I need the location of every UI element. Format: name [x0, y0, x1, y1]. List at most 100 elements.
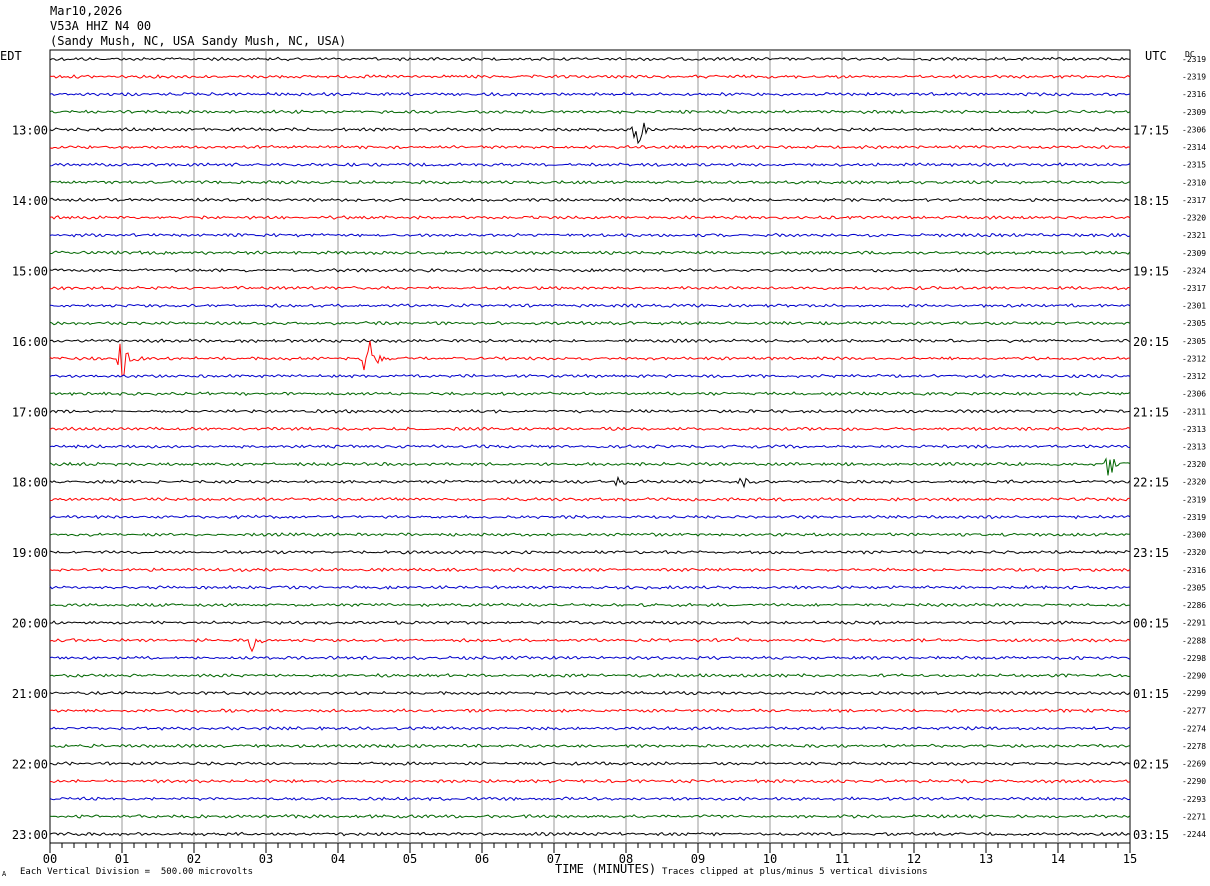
dc-value-label: -2313	[1182, 443, 1206, 452]
dc-value-label: -2291	[1182, 619, 1206, 628]
x-tick-label: 05	[403, 852, 417, 866]
dc-value-label: -2320	[1182, 548, 1206, 557]
dc-value-label: -2309	[1182, 249, 1206, 258]
trace-line	[49, 549, 1131, 555]
utc-time-label: 17:15	[1133, 123, 1169, 137]
x-tick-label: 01	[115, 852, 129, 866]
trace-line	[50, 250, 1131, 256]
edt-time-label: 22:00	[12, 758, 48, 772]
edt-label: EDT	[0, 49, 22, 63]
trace-line	[49, 497, 1130, 502]
dc-value-label: -2271	[1182, 812, 1206, 821]
trace-line	[49, 179, 1131, 185]
utc-time-label: 00:15	[1133, 617, 1169, 631]
trace-line	[49, 215, 1131, 220]
seismic-traces	[49, 56, 1131, 837]
trace-line	[49, 743, 1131, 749]
dc-value-label: -2309	[1182, 108, 1206, 117]
x-tick-label: 00	[43, 852, 57, 866]
dc-value-label: -2320	[1182, 214, 1206, 223]
dc-value-label: -2305	[1182, 337, 1206, 346]
trace-line	[49, 122, 1131, 145]
dc-value-label: -2305	[1182, 319, 1206, 328]
trace-line	[49, 426, 1131, 432]
dc-value-label: -2324	[1182, 266, 1206, 275]
dc-value-label: -2300	[1182, 531, 1206, 540]
trace-line	[49, 285, 1131, 291]
trace-line	[49, 391, 1131, 397]
dc-value-label: -2286	[1182, 601, 1206, 610]
dc-value-label: -2278	[1182, 742, 1206, 751]
edt-time-label: 16:00	[12, 335, 48, 349]
dc-value-label: -2314	[1182, 143, 1206, 152]
trace-line	[49, 475, 1131, 489]
time-labels: 00 01 02 03 04 05 06 07 08 09 10 11 12 13 14 15 -2319 -23…	[12, 55, 1206, 866]
dc-value-label: -2316	[1182, 90, 1206, 99]
x-tick-label: 09	[691, 852, 705, 866]
dc-value-label: -2321	[1182, 231, 1206, 240]
x-tick-label: 10	[763, 852, 777, 866]
dc-value-label: -2301	[1182, 302, 1206, 311]
x-tick-label: 14	[1051, 852, 1065, 866]
minute-grid	[49, 50, 1131, 853]
utc-time-label: 19:15	[1133, 264, 1169, 278]
clip-note: Traces clipped at plus/minus 5 vertical …	[662, 867, 928, 877]
dc-value-label: -2311	[1182, 407, 1206, 416]
dc-value-label: -2244	[1182, 830, 1206, 839]
dc-value-label: -2305	[1182, 583, 1206, 592]
x-tick-label: 02	[187, 852, 201, 866]
trace-line	[49, 144, 1131, 150]
utc-time-label: 18:15	[1133, 194, 1169, 208]
dc-value-label: -2312	[1182, 372, 1206, 381]
x-tick-label: 03	[259, 852, 273, 866]
utc-time-label: 20:15	[1133, 335, 1169, 349]
trace-line	[49, 584, 1131, 590]
trace-line	[49, 444, 1131, 449]
dc-value-label: -2312	[1182, 354, 1206, 363]
trace-line	[49, 457, 1131, 476]
station-location: (Sandy Mush, NC, USA Sandy Mush, NC, USA…	[50, 34, 347, 48]
trace-line	[49, 91, 1131, 97]
dc-value-label: -2319	[1182, 73, 1206, 82]
edt-time-label: 13:00	[12, 123, 48, 137]
dc-value-label: -2317	[1182, 284, 1206, 293]
trace-line	[49, 109, 1131, 115]
dc-value-label: -2313	[1182, 425, 1206, 434]
dc-value-label: -2319	[1182, 513, 1206, 522]
dc-value-label: -2290	[1182, 671, 1206, 680]
dc-value-label: -2319	[1182, 495, 1206, 504]
dc-value-label: -2319	[1182, 55, 1206, 64]
dc-value-label: -2316	[1182, 566, 1206, 575]
edt-time-label: 20:00	[12, 617, 48, 631]
trace-line	[49, 408, 1131, 414]
edt-time-label: 15:00	[12, 264, 48, 278]
edt-time-label: 14:00	[12, 194, 48, 208]
trace-line	[49, 778, 1131, 784]
trace-line	[49, 320, 1131, 326]
dc-label: DC	[1185, 50, 1195, 59]
trace-line	[49, 56, 1131, 62]
trace-line	[49, 831, 1131, 837]
station-id: V53A HHZ N4 00	[50, 19, 152, 33]
utc-time-label: 03:15	[1133, 828, 1169, 842]
dc-value-label: -2299	[1182, 689, 1206, 698]
corner-mark: A	[2, 870, 7, 878]
dc-value-label: -2306	[1182, 390, 1206, 399]
trace-line	[49, 673, 1131, 678]
edt-time-label: 17:00	[12, 405, 48, 419]
dc-value-label: -2315	[1182, 161, 1206, 170]
dc-value-label: -2277	[1182, 707, 1206, 716]
utc-label: UTC	[1145, 49, 1167, 63]
trace-line	[49, 796, 1131, 802]
utc-time-label: 23:15	[1133, 546, 1169, 560]
edt-time-label: 19:00	[12, 546, 48, 560]
trace-line	[49, 690, 1131, 696]
dc-value-label: -2269	[1182, 760, 1206, 769]
trace-line	[49, 162, 1131, 168]
trace-line	[49, 232, 1131, 238]
trace-line	[49, 532, 1131, 537]
dc-value-label: -2320	[1182, 478, 1206, 487]
trace-line	[49, 373, 1131, 379]
utc-time-label: 01:15	[1133, 687, 1169, 701]
